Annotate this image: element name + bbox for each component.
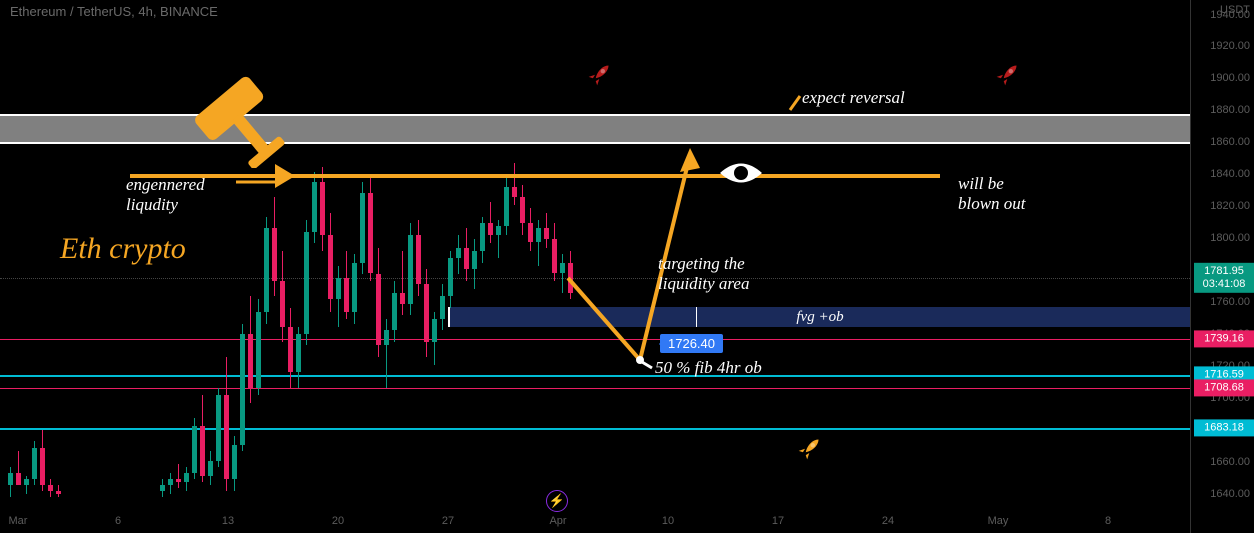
price-axis-label: 1820.00 [1210, 200, 1250, 212]
price-axis-tag: 1683.18 [1194, 419, 1254, 436]
price-axis-label: 1920.00 [1210, 40, 1250, 52]
price-axis-label: 1860.00 [1210, 136, 1250, 148]
time-axis-label: Apr [549, 515, 566, 527]
price-axis-label: 1880.00 [1210, 104, 1250, 116]
eye-icon [718, 158, 764, 188]
price-axis-label: 1760.00 [1210, 296, 1250, 308]
chart-title: Eth crypto [60, 232, 186, 266]
chart-title-text: Eth crypto [60, 232, 186, 265]
time-axis-label: 24 [882, 515, 894, 527]
symbol-header-text: Ethereum / TetherUS, 4h, BINANCE [10, 4, 218, 19]
price-axis-label: 1840.00 [1210, 168, 1250, 180]
symbol-header[interactable]: Ethereum / TetherUS, 4h, BINANCE [10, 4, 218, 19]
price-axis-tag: 1781.9503:41:08 [1194, 263, 1254, 293]
price-axis-tag: 1708.68 [1194, 379, 1254, 396]
annotation-text: will beblown out [958, 174, 1026, 213]
bolt-icon[interactable]: ⚡ [546, 490, 568, 512]
price-callout-value: 1726.40 [668, 336, 715, 351]
annotation-text: expect reversal [802, 88, 905, 108]
annotation-text: 50 % fib 4hr ob [655, 358, 762, 378]
gavel-icon [178, 58, 288, 168]
price-axis-label: 1800.00 [1210, 232, 1250, 244]
price-callout: 1726.40 [660, 334, 723, 353]
price-axis-label: 1660.00 [1210, 456, 1250, 468]
price-axis-label: 1900.00 [1210, 72, 1250, 84]
time-axis-label: 13 [222, 515, 234, 527]
rocket-icon [796, 434, 824, 462]
chart-area[interactable]: fvg +ob 1726.40 Eth crypto expect revers… [0, 0, 1190, 533]
annotation-text: targeting theliquidity area [658, 254, 749, 293]
time-axis-label: May [988, 515, 1009, 527]
time-axis-label: 17 [772, 515, 784, 527]
time-axis-label: Mar [9, 515, 28, 527]
price-axis[interactable]: USDT 1940.001920.001900.001880.001860.00… [1190, 0, 1254, 533]
rocket-icon [994, 60, 1022, 88]
rocket-icon [586, 60, 614, 88]
price-axis-tag: 1739.16 [1194, 330, 1254, 347]
time-axis-label: 10 [662, 515, 674, 527]
price-axis-label: 1940.00 [1210, 9, 1250, 21]
time-axis-label: 6 [115, 515, 121, 527]
time-axis-label: 27 [442, 515, 454, 527]
price-axis-label: 1640.00 [1210, 488, 1250, 500]
time-axis-label: 8 [1105, 515, 1111, 527]
time-axis-label: 20 [332, 515, 344, 527]
annotation-text: engenneredliqudity [126, 175, 205, 214]
